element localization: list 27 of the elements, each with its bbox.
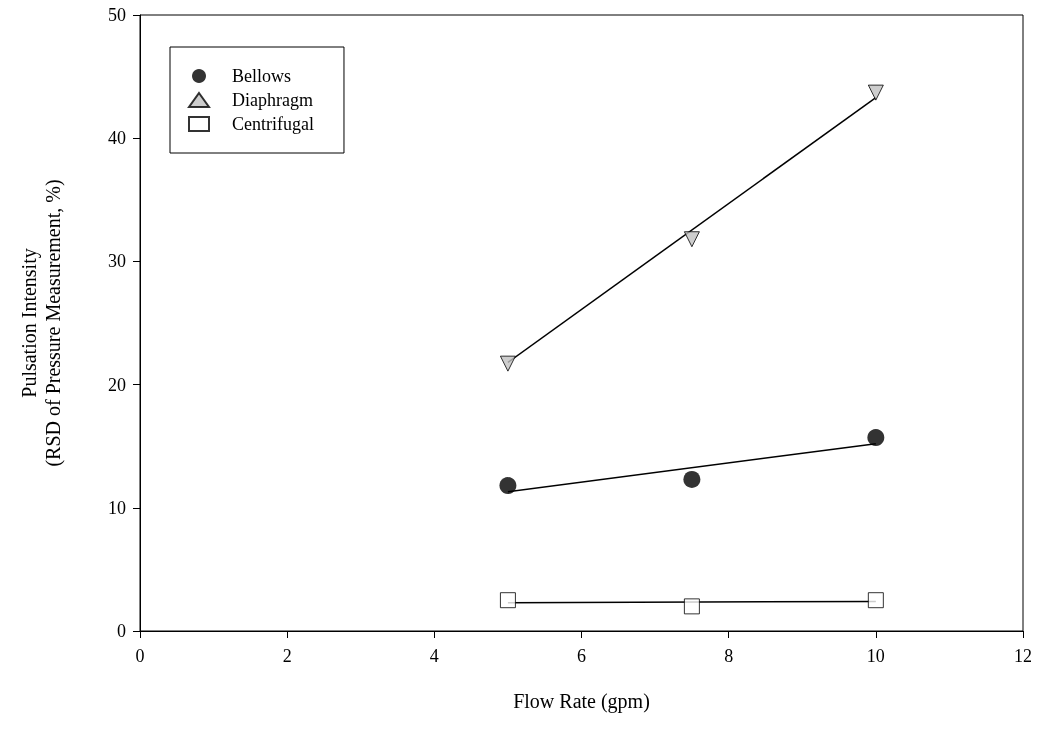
x-tick-label: 8 bbox=[724, 646, 734, 666]
y-tick-label: 30 bbox=[108, 251, 126, 272]
y-tick-label: 20 bbox=[108, 374, 126, 395]
point bbox=[683, 470, 701, 488]
x-tick-label: 6 bbox=[577, 646, 586, 666]
point bbox=[499, 592, 516, 609]
y-tick-label: 50 bbox=[108, 5, 126, 25]
y-tick-label: 40 bbox=[108, 128, 126, 149]
point bbox=[499, 355, 516, 372]
y-tick-label: 0 bbox=[117, 621, 126, 641]
x-tick-label: 10 bbox=[866, 646, 885, 666]
x-tick-label: 0 bbox=[135, 646, 145, 666]
point bbox=[867, 592, 884, 609]
legend-label: Bellows bbox=[232, 66, 292, 86]
x-tick-label: 2 bbox=[282, 646, 292, 666]
x-tick-label: 12 bbox=[1014, 646, 1032, 666]
point bbox=[683, 231, 700, 248]
x-axis-title: Flow Rate (gpm) bbox=[513, 690, 650, 713]
point bbox=[499, 477, 517, 495]
point bbox=[867, 84, 884, 101]
legend-label: Diaphragm bbox=[232, 90, 313, 110]
x-tick-label: 4 bbox=[429, 646, 439, 666]
point bbox=[867, 429, 885, 447]
y-tick-label: 10 bbox=[108, 497, 126, 518]
y-axis-title: Pulsation Intensity (RSD of Pressure Measurement, %) bbox=[18, 179, 65, 467]
legend-label: Centrifugal bbox=[232, 114, 314, 134]
point bbox=[683, 598, 700, 615]
